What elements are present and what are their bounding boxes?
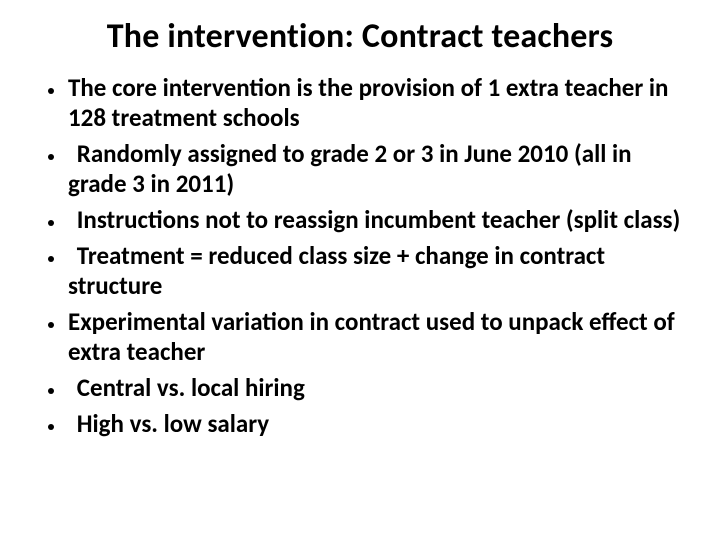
bullet-text: The core intervention is the provision o… [68,72,668,133]
bullet-text: Central vs. local hiring [77,372,305,403]
list-item: Treatment = reduced class size + change … [66,241,692,301]
slide: The intervention: Contract teachers The … [0,0,720,540]
list-item: Instructions not to reassign incumbent t… [66,205,692,235]
bullet-text: Instructions not to reassign incumbent t… [77,204,681,235]
bullet-text: High vs. low salary [77,408,269,439]
list-item: Experimental variation in contract used … [66,307,692,367]
bullet-text: Randomly assigned to grade 2 or 3 in Jun… [68,138,632,199]
bullet-text: Treatment = reduced class size + change … [68,240,605,301]
bullet-list: The core intervention is the provision o… [28,73,692,439]
list-item: The core intervention is the provision o… [66,73,692,133]
slide-title: The intervention: Contract teachers [28,18,692,55]
bullet-text: Experimental variation in contract used … [68,306,675,367]
list-item: Randomly assigned to grade 2 or 3 in Jun… [66,139,692,199]
list-item: High vs. low salary [66,409,692,439]
list-item: Central vs. local hiring [66,373,692,403]
